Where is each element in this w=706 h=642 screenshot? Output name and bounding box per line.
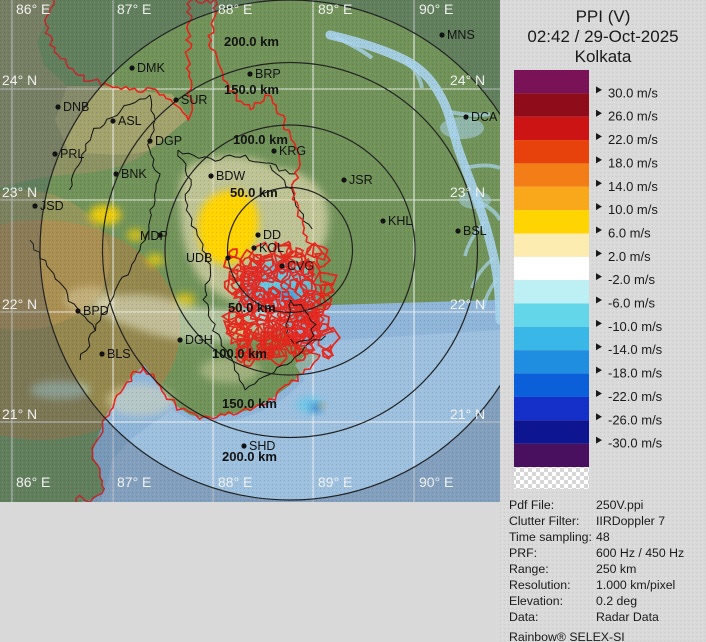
svg-text:Range:: Range: <box>509 562 549 576</box>
svg-text:-22.0 m/s: -22.0 m/s <box>608 389 663 404</box>
svg-text:-18.0 m/s: -18.0 m/s <box>608 366 663 381</box>
svg-text:PRF:: PRF: <box>509 546 537 560</box>
svg-text:250 km: 250 km <box>596 562 636 576</box>
svg-text:PPI (V): PPI (V) <box>576 7 631 26</box>
svg-text:14.0 m/s: 14.0 m/s <box>608 179 658 194</box>
svg-text:-2.0 m/s: -2.0 m/s <box>608 272 655 287</box>
svg-text:600 Hz / 450 Hz: 600 Hz / 450 Hz <box>596 546 684 560</box>
svg-text:26.0 m/s: 26.0 m/s <box>608 109 658 124</box>
svg-text:Data:: Data: <box>509 610 538 624</box>
svg-text:Time sampling:: Time sampling: <box>509 530 592 544</box>
svg-text:Pdf File:: Pdf File: <box>509 498 554 512</box>
svg-text:6.0 m/s: 6.0 m/s <box>608 225 651 240</box>
svg-text:-10.0 m/s: -10.0 m/s <box>608 319 663 334</box>
svg-text:0.2 deg: 0.2 deg <box>596 594 637 608</box>
svg-text:-26.0 m/s: -26.0 m/s <box>608 412 663 427</box>
svg-text:18.0 m/s: 18.0 m/s <box>608 155 658 170</box>
svg-text:-30.0 m/s: -30.0 m/s <box>608 436 663 451</box>
svg-text:Resolution:: Resolution: <box>509 578 571 592</box>
svg-text:22.0 m/s: 22.0 m/s <box>608 132 658 147</box>
svg-text:Clutter Filter:: Clutter Filter: <box>509 514 579 528</box>
svg-text:-14.0 m/s: -14.0 m/s <box>608 342 663 357</box>
svg-text:250V.ppi: 250V.ppi <box>596 498 643 512</box>
svg-text:1.000 km/pixel: 1.000 km/pixel <box>596 578 675 592</box>
svg-text:48: 48 <box>596 530 610 544</box>
svg-text:30.0 m/s: 30.0 m/s <box>608 85 658 100</box>
svg-text:Elevation:: Elevation: <box>509 594 563 608</box>
svg-text:Kolkata: Kolkata <box>575 47 632 66</box>
svg-text:Radar Data: Radar Data <box>596 610 659 624</box>
svg-text:IIRDoppler 7: IIRDoppler 7 <box>596 514 665 528</box>
svg-text:10.0 m/s: 10.0 m/s <box>608 202 658 217</box>
svg-text:-6.0 m/s: -6.0 m/s <box>608 296 655 311</box>
svg-text:Rainbow® SELEX-SI: Rainbow® SELEX-SI <box>509 630 625 642</box>
svg-text:2.0 m/s: 2.0 m/s <box>608 249 651 264</box>
svg-text:02:42 / 29-Oct-2025: 02:42 / 29-Oct-2025 <box>527 27 678 46</box>
